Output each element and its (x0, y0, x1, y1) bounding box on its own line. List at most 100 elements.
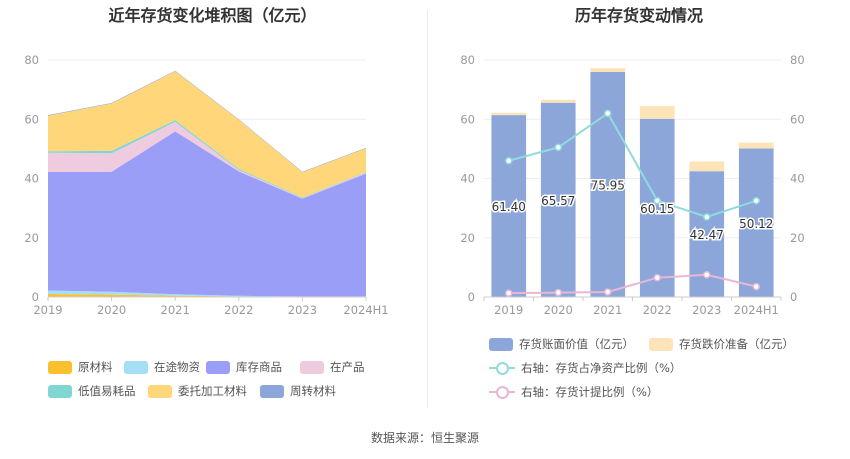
y-tick-label: 0 (468, 290, 475, 304)
bar-book-value (540, 102, 576, 298)
legend-label: 委托加工材料 (178, 384, 247, 398)
line-series-1 (508, 111, 757, 219)
legend-swatch (300, 360, 324, 374)
x-tick-label: 2020 (544, 303, 573, 317)
y-tick-label: 60 (460, 112, 475, 126)
legend-item-impairment-reserve[interactable]: 存货跌价准备（亿元） (649, 336, 794, 352)
legend-swatch (206, 360, 230, 374)
bar-book-value (590, 71, 626, 297)
legend-item-inventory-to-net-assets[interactable]: 右轴：存货占净资产比例（%） (489, 360, 681, 376)
line-point (604, 288, 612, 296)
bar-data-label: 42.47 (690, 228, 724, 242)
y2-tick-label: 40 (790, 172, 805, 186)
legend-item-finished-goods[interactable]: 库存商品 (206, 359, 282, 375)
line-point (554, 288, 562, 297)
legend-item-book-value[interactable]: 存货账面价值（亿元） (489, 336, 634, 352)
line-point (752, 282, 760, 291)
legend-label: 周转材料 (290, 384, 336, 398)
legend-line-symbol (489, 385, 515, 399)
y2-tick-label: 20 (790, 231, 805, 245)
legend-swatch (649, 337, 673, 351)
line-series-2 (508, 273, 757, 295)
x-tick-label: 2024H1 (343, 303, 388, 317)
line-point (604, 109, 612, 118)
legend-label: 右轴：存货占净资产比例（%） (521, 361, 682, 375)
bar-book-value (738, 148, 774, 297)
line-point (653, 273, 661, 282)
y2-tick-label: 0 (790, 290, 797, 304)
area-series-6 (48, 71, 366, 198)
area-series-2 (48, 290, 366, 297)
legend-item-revolving-materials[interactable]: 周转材料 (260, 383, 336, 399)
legend-swatch (260, 384, 284, 398)
line-point (505, 289, 513, 297)
data-source-note: 数据来源：恒生聚源 (370, 431, 479, 445)
left-chart-title: 近年存货变化堆积图（亿元） (108, 6, 317, 25)
x-tick-label: 2021 (593, 303, 622, 317)
legend-item-provision-ratio[interactable]: 右轴：存货计提比例（%） (489, 384, 658, 400)
y-tick-label: 20 (460, 231, 475, 245)
legend-item-in-transit[interactable]: 在途物资 (124, 359, 200, 375)
x-tick-label: 2023 (692, 303, 721, 317)
legend-label: 低值易耗品 (78, 384, 136, 398)
line-point (653, 196, 661, 205)
x-tick-label: 2019 (494, 303, 523, 317)
y-tick-label: 40 (24, 172, 39, 186)
x-tick-label: 2022 (643, 303, 672, 317)
legend-item-work-in-progress[interactable]: 在产品 (300, 359, 365, 375)
line-point (752, 196, 760, 205)
legend-label: 在途物资 (154, 360, 200, 374)
x-tick-label: 2020 (97, 303, 126, 317)
legend-item-raw-materials[interactable]: 原材料 (48, 359, 113, 375)
area-series-3 (48, 131, 366, 297)
bar-data-label: 60.15 (640, 202, 674, 216)
bar-book-value (491, 115, 527, 297)
x-tick-label: 2019 (33, 303, 62, 317)
panel-divider (427, 10, 428, 408)
legend-label: 存货跌价准备（亿元） (679, 337, 794, 351)
legend-swatch (489, 337, 513, 351)
legend-item-consigned-materials[interactable]: 委托加工材料 (148, 383, 247, 399)
area-series-1 (48, 294, 366, 297)
x-tick-label: 2021 (161, 303, 190, 317)
bar-data-label: 75.95 (591, 178, 625, 192)
y-tick-label: 20 (24, 231, 39, 245)
y-tick-label: 80 (460, 53, 475, 67)
legend-label: 原材料 (78, 360, 113, 374)
line-point (703, 213, 711, 221)
line-point (703, 271, 711, 279)
bar-data-label: 50.12 (739, 217, 773, 231)
line-point (505, 156, 513, 165)
bar-impairment-reserve (639, 106, 675, 119)
legend-line-symbol (489, 361, 515, 375)
bar-book-value (639, 118, 675, 297)
legend-label: 在产品 (330, 360, 365, 374)
y-tick-label: 0 (32, 290, 39, 304)
area-series-4 (48, 121, 366, 199)
x-tick-label: 2024H1 (734, 303, 779, 317)
y-tick-label: 80 (24, 53, 39, 67)
bar-impairment-reserve (540, 99, 576, 103)
legend-label: 库存商品 (236, 360, 282, 374)
legend-label: 存货账面价值（亿元） (519, 337, 634, 351)
bar-data-label: 65.57 (541, 194, 575, 208)
y-tick-label: 40 (460, 172, 475, 186)
bar-impairment-reserve (590, 68, 626, 72)
bar-impairment-reserve (491, 112, 527, 116)
right-chart-title: 历年存货变动情况 (574, 6, 703, 25)
legend-swatch (48, 384, 72, 398)
legend-swatch (148, 384, 172, 398)
x-tick-label: 2023 (288, 303, 317, 317)
y2-tick-label: 60 (790, 112, 805, 126)
bar-impairment-reserve (689, 161, 725, 172)
legend-label: 右轴：存货计提比例（%） (521, 385, 659, 399)
legend-swatch (124, 360, 148, 374)
legend-item-low-value-consumables[interactable]: 低值易耗品 (48, 383, 136, 399)
x-tick-label: 2022 (224, 303, 253, 317)
y-tick-label: 60 (24, 112, 39, 126)
legend-swatch (48, 360, 72, 374)
line-point (554, 143, 562, 152)
bar-impairment-reserve (738, 142, 774, 149)
bar-data-label: 61.40 (492, 200, 526, 214)
